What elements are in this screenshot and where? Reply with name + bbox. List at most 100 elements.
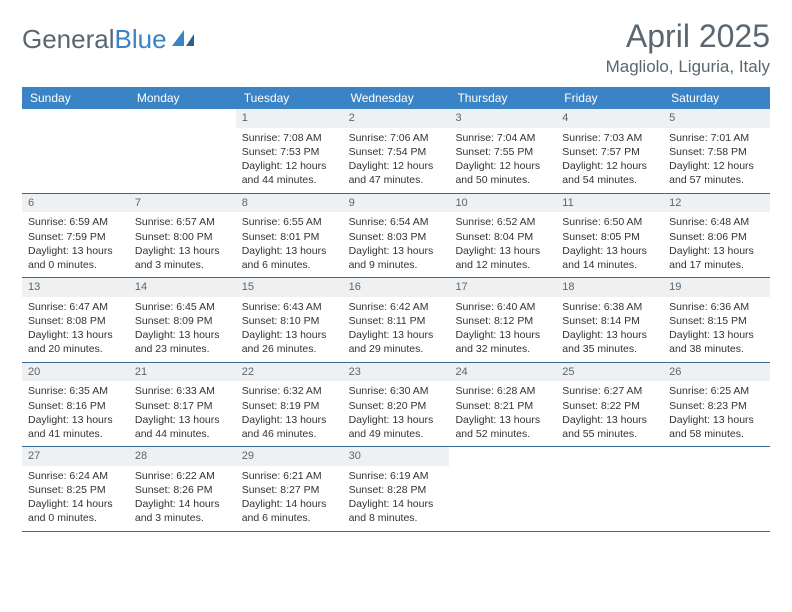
day-details: Sunrise: 6:27 AMSunset: 8:22 PMDaylight:… bbox=[556, 381, 663, 446]
day-number: 19 bbox=[663, 278, 770, 297]
calendar-day: 24Sunrise: 6:28 AMSunset: 8:21 PMDayligh… bbox=[449, 363, 556, 447]
day-details: Sunrise: 6:24 AMSunset: 8:25 PMDaylight:… bbox=[22, 466, 129, 531]
sunset-text: Sunset: 8:10 PM bbox=[242, 314, 337, 328]
daylight-text: Daylight: 12 hours and 47 minutes. bbox=[349, 159, 444, 187]
daylight-text: Daylight: 13 hours and 20 minutes. bbox=[28, 328, 123, 356]
day-number: 28 bbox=[129, 447, 236, 466]
sunset-text: Sunset: 8:28 PM bbox=[349, 483, 444, 497]
sunset-text: Sunset: 8:20 PM bbox=[349, 399, 444, 413]
day-number: 9 bbox=[343, 194, 450, 213]
calendar-day: 30Sunrise: 6:19 AMSunset: 8:28 PMDayligh… bbox=[343, 447, 450, 531]
sunrise-text: Sunrise: 6:30 AM bbox=[349, 384, 444, 398]
calendar-day: 27Sunrise: 6:24 AMSunset: 8:25 PMDayligh… bbox=[22, 447, 129, 531]
sunset-text: Sunset: 8:08 PM bbox=[28, 314, 123, 328]
daylight-text: Daylight: 12 hours and 54 minutes. bbox=[562, 159, 657, 187]
calendar-week: ..1Sunrise: 7:08 AMSunset: 7:53 PMDaylig… bbox=[22, 109, 770, 194]
day-details: Sunrise: 6:59 AMSunset: 7:59 PMDaylight:… bbox=[22, 212, 129, 277]
day-number: 4 bbox=[556, 109, 663, 128]
calendar-day: 6Sunrise: 6:59 AMSunset: 7:59 PMDaylight… bbox=[22, 194, 129, 278]
calendar-week: 20Sunrise: 6:35 AMSunset: 8:16 PMDayligh… bbox=[22, 363, 770, 448]
sunset-text: Sunset: 8:15 PM bbox=[669, 314, 764, 328]
sunset-text: Sunset: 8:22 PM bbox=[562, 399, 657, 413]
day-details: Sunrise: 6:30 AMSunset: 8:20 PMDaylight:… bbox=[343, 381, 450, 446]
sunrise-text: Sunrise: 6:43 AM bbox=[242, 300, 337, 314]
calendar-day: 13 Sunrise: 6:47 AMSunset: 8:08 PMDayligh… bbox=[22, 278, 129, 362]
sunset-text: Sunset: 8:19 PM bbox=[242, 399, 337, 413]
daylight-text: Daylight: 13 hours and 12 minutes. bbox=[455, 244, 550, 272]
calendar-day: 17Sunrise: 6:40 AMSunset: 8:12 PMDayligh… bbox=[449, 278, 556, 362]
day-number: 2 bbox=[343, 109, 450, 128]
brand-sail-icon bbox=[170, 24, 198, 55]
calendar-day: 21Sunrise: 6:33 AMSunset: 8:17 PMDayligh… bbox=[129, 363, 236, 447]
calendar-day: . bbox=[663, 447, 770, 531]
sunrise-text: Sunrise: 6:36 AM bbox=[669, 300, 764, 314]
day-number: 30 bbox=[343, 447, 450, 466]
day-number: 12 bbox=[663, 194, 770, 213]
daylight-text: Daylight: 14 hours and 0 minutes. bbox=[28, 497, 123, 525]
sunrise-text: Sunrise: 6:59 AM bbox=[28, 215, 123, 229]
day-details: Sunrise: 6:22 AMSunset: 8:26 PMDaylight:… bbox=[129, 466, 236, 531]
sunrise-text: Sunrise: 6:22 AM bbox=[135, 469, 230, 483]
calendar-day: . bbox=[449, 447, 556, 531]
sunset-text: Sunset: 8:27 PM bbox=[242, 483, 337, 497]
day-header: Sunday bbox=[22, 87, 129, 109]
month-title: April 2025 bbox=[606, 18, 770, 55]
day-number: 23 bbox=[343, 363, 450, 382]
sunset-text: Sunset: 8:25 PM bbox=[28, 483, 123, 497]
calendar-day: 29Sunrise: 6:21 AMSunset: 8:27 PMDayligh… bbox=[236, 447, 343, 531]
day-details: Sunrise: 6:25 AMSunset: 8:23 PMDaylight:… bbox=[663, 381, 770, 446]
day-details: Sunrise: 6:40 AMSunset: 8:12 PMDaylight:… bbox=[449, 297, 556, 362]
sunset-text: Sunset: 8:23 PM bbox=[669, 399, 764, 413]
sunrise-text: Sunrise: 6:52 AM bbox=[455, 215, 550, 229]
sunrise-text: Sunrise: 6:47 AM bbox=[28, 300, 123, 314]
day-number: 25 bbox=[556, 363, 663, 382]
day-number: 5 bbox=[663, 109, 770, 128]
calendar-day: 16Sunrise: 6:42 AMSunset: 8:11 PMDayligh… bbox=[343, 278, 450, 362]
day-details: Sunrise: 6:36 AMSunset: 8:15 PMDaylight:… bbox=[663, 297, 770, 362]
calendar: Sunday Monday Tuesday Wednesday Thursday… bbox=[22, 87, 770, 532]
day-details: Sunrise: 6:55 AMSunset: 8:01 PMDaylight:… bbox=[236, 212, 343, 277]
daylight-text: Daylight: 13 hours and 29 minutes. bbox=[349, 328, 444, 356]
day-number: 24 bbox=[449, 363, 556, 382]
calendar-day: 12Sunrise: 6:48 AMSunset: 8:06 PMDayligh… bbox=[663, 194, 770, 278]
sunrise-text: Sunrise: 6:19 AM bbox=[349, 469, 444, 483]
day-number: 15 bbox=[236, 278, 343, 297]
sunset-text: Sunset: 8:03 PM bbox=[349, 230, 444, 244]
day-details: Sunrise: 7:01 AMSunset: 7:58 PMDaylight:… bbox=[663, 128, 770, 193]
day-details: Sunrise: 6:43 AMSunset: 8:10 PMDaylight:… bbox=[236, 297, 343, 362]
sunrise-text: Sunrise: 6:57 AM bbox=[135, 215, 230, 229]
day-details: Sunrise: 6:35 AMSunset: 8:16 PMDaylight:… bbox=[22, 381, 129, 446]
calendar-day: 9Sunrise: 6:54 AMSunset: 8:03 PMDaylight… bbox=[343, 194, 450, 278]
sunset-text: Sunset: 8:14 PM bbox=[562, 314, 657, 328]
daylight-text: Daylight: 13 hours and 46 minutes. bbox=[242, 413, 337, 441]
daylight-text: Daylight: 13 hours and 41 minutes. bbox=[28, 413, 123, 441]
daylight-text: Daylight: 13 hours and 32 minutes. bbox=[455, 328, 550, 356]
day-number: 14 bbox=[129, 278, 236, 297]
day-number: 13 bbox=[22, 278, 129, 297]
calendar-day: 4Sunrise: 7:03 AMSunset: 7:57 PMDaylight… bbox=[556, 109, 663, 193]
day-details: Sunrise: 6:19 AMSunset: 8:28 PMDaylight:… bbox=[343, 466, 450, 531]
day-details: Sunrise: 6:28 AMSunset: 8:21 PMDaylight:… bbox=[449, 381, 556, 446]
sunset-text: Sunset: 7:59 PM bbox=[28, 230, 123, 244]
daylight-text: Daylight: 13 hours and 26 minutes. bbox=[242, 328, 337, 356]
sunrise-text: Sunrise: 7:08 AM bbox=[242, 131, 337, 145]
daylight-text: Daylight: 12 hours and 44 minutes. bbox=[242, 159, 337, 187]
day-details: Sunrise: 6:48 AMSunset: 8:06 PMDaylight:… bbox=[663, 212, 770, 277]
calendar-day: 25Sunrise: 6:27 AMSunset: 8:22 PMDayligh… bbox=[556, 363, 663, 447]
sunset-text: Sunset: 8:09 PM bbox=[135, 314, 230, 328]
day-details: Sunrise: 6:32 AMSunset: 8:19 PMDaylight:… bbox=[236, 381, 343, 446]
calendar-day: 10Sunrise: 6:52 AMSunset: 8:04 PMDayligh… bbox=[449, 194, 556, 278]
daylight-text: Daylight: 13 hours and 44 minutes. bbox=[135, 413, 230, 441]
day-header: Monday bbox=[129, 87, 236, 109]
calendar-day: 20Sunrise: 6:35 AMSunset: 8:16 PMDayligh… bbox=[22, 363, 129, 447]
sunrise-text: Sunrise: 6:42 AM bbox=[349, 300, 444, 314]
sunset-text: Sunset: 8:00 PM bbox=[135, 230, 230, 244]
daylight-text: Daylight: 13 hours and 3 minutes. bbox=[135, 244, 230, 272]
calendar-day: . bbox=[129, 109, 236, 193]
day-details: Sunrise: 6:45 AMSunset: 8:09 PMDaylight:… bbox=[129, 297, 236, 362]
day-number: 3 bbox=[449, 109, 556, 128]
sunrise-text: Sunrise: 6:45 AM bbox=[135, 300, 230, 314]
day-number: 21 bbox=[129, 363, 236, 382]
calendar-day: 23Sunrise: 6:30 AMSunset: 8:20 PMDayligh… bbox=[343, 363, 450, 447]
day-number: 27 bbox=[22, 447, 129, 466]
